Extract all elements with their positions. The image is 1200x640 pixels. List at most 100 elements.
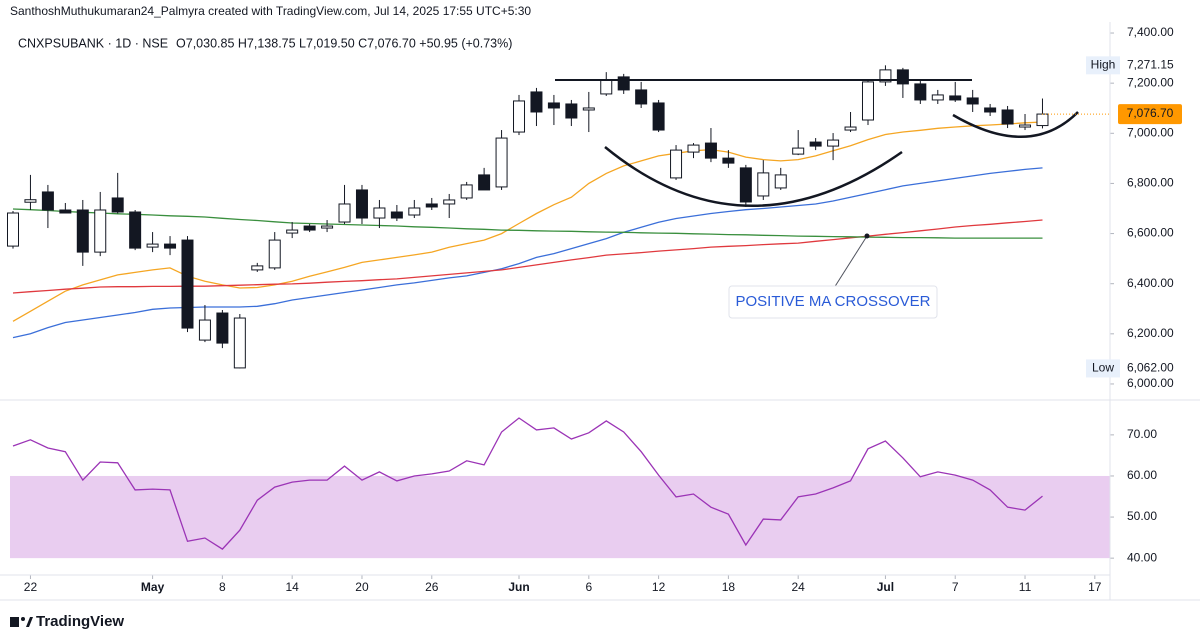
candle-body (111, 197, 124, 213)
candle-body (914, 83, 927, 101)
candle-body (635, 89, 648, 105)
logo-mark (26, 617, 33, 627)
y-tick-label: 6,200.00 (1127, 326, 1174, 340)
candle-body (478, 174, 491, 191)
y-tick-label: 70.00 (1127, 427, 1157, 441)
candle-body (547, 102, 560, 109)
marker-value: 6,062.00 (1127, 361, 1174, 375)
ohlc-legend: O7,030.85 H7,138.75 L7,019.50 C7,076.70 … (176, 36, 512, 50)
x-tick-label: 26 (425, 580, 439, 594)
candle-body (931, 94, 944, 101)
candle-body (844, 126, 857, 131)
candle-body (373, 207, 386, 219)
candle-body (617, 76, 630, 91)
candle-body (390, 211, 403, 219)
marker-label-bg (1086, 56, 1120, 75)
cup-arc (604, 146, 903, 207)
candle-body (774, 174, 787, 189)
candle-body (757, 172, 770, 197)
candle-body (443, 199, 456, 205)
candle-body (704, 142, 717, 159)
attribution: SanthoshMuthukumaran24_Palmyra created w… (10, 4, 531, 18)
candle-body (94, 209, 107, 253)
candle-body (24, 199, 37, 203)
x-tick-label: 17 (1088, 580, 1102, 594)
marker-label-bg (1086, 359, 1120, 378)
y-tick-label: 6,400.00 (1127, 276, 1174, 290)
x-tick-label: 14 (285, 580, 299, 594)
y-tick-label: 6,000.00 (1127, 376, 1174, 390)
candle-body (303, 225, 316, 231)
x-tick-label: May (141, 580, 165, 594)
candle-body (809, 141, 822, 147)
candle-body (896, 69, 909, 85)
y-tick-label: 7,400.00 (1127, 25, 1174, 39)
candle-body (251, 265, 264, 271)
x-tick-label: 12 (652, 580, 666, 594)
candle-body (129, 211, 142, 249)
candle-body (582, 107, 595, 111)
x-tick-label: 6 (585, 580, 592, 594)
y-tick-label: 40.00 (1127, 550, 1157, 564)
candle-body (949, 95, 962, 101)
candle-body (565, 103, 578, 119)
x-tick-label: 7 (952, 580, 959, 594)
y-tick-label: 7,200.00 (1127, 75, 1174, 89)
candle-body (792, 147, 805, 155)
candle-body (1019, 124, 1032, 128)
candle-body (233, 317, 246, 369)
candle-body (495, 137, 508, 188)
annotation-box (728, 285, 938, 319)
x-tick-label: 8 (219, 580, 226, 594)
moving-average (12, 208, 1043, 239)
y-tick-label: 50.00 (1127, 509, 1157, 523)
candle-body (268, 239, 281, 269)
candle-body (530, 91, 543, 113)
x-tick-label: 11 (1019, 580, 1032, 594)
x-tick-label: Jul (877, 580, 894, 594)
handle-arc (952, 111, 1079, 138)
candle-body (59, 209, 72, 214)
annotation-pointer (833, 235, 868, 289)
candle-body (739, 167, 752, 203)
candle-body (722, 157, 735, 164)
last-price-label: 7,076.70 (1127, 106, 1174, 120)
candle-body (425, 203, 438, 208)
rsi-band (10, 475, 1110, 559)
candle-body (408, 207, 421, 216)
logo-mark (10, 617, 19, 627)
footer-brand: TradingView (36, 613, 124, 630)
candle-body (687, 144, 700, 153)
candle-body (600, 79, 613, 95)
candle-body (670, 149, 683, 179)
candle-body (286, 229, 299, 234)
candle-body (146, 243, 159, 248)
y-tick-label: 6,800.00 (1127, 176, 1174, 190)
marker-value: 7,271.15 (1127, 57, 1174, 71)
candle-body (181, 239, 194, 329)
candle-body (164, 243, 177, 249)
y-tick-label: 60.00 (1127, 468, 1157, 482)
candle-body (984, 107, 997, 113)
candle-body (1001, 109, 1014, 125)
last-price-box (1118, 104, 1182, 125)
x-tick-label: 20 (355, 580, 369, 594)
candle-body (827, 139, 840, 147)
candle-body (966, 97, 979, 105)
x-tick-label: 24 (792, 580, 806, 594)
candle-body (355, 189, 368, 219)
x-tick-label: 18 (722, 580, 736, 594)
candle-body (76, 209, 89, 253)
candle-body (198, 319, 211, 341)
candle-body (652, 102, 665, 131)
candle-body (861, 81, 874, 121)
candle-body (513, 100, 526, 133)
marker-label: Low (1092, 361, 1114, 375)
annotation-text: POSITIVE MA CROSSOVER (735, 293, 930, 310)
candle-body (338, 203, 351, 223)
candle-body (41, 191, 54, 211)
candle-body (216, 312, 229, 344)
y-tick-label: 6,600.00 (1127, 226, 1174, 240)
logo-mark (21, 617, 25, 621)
